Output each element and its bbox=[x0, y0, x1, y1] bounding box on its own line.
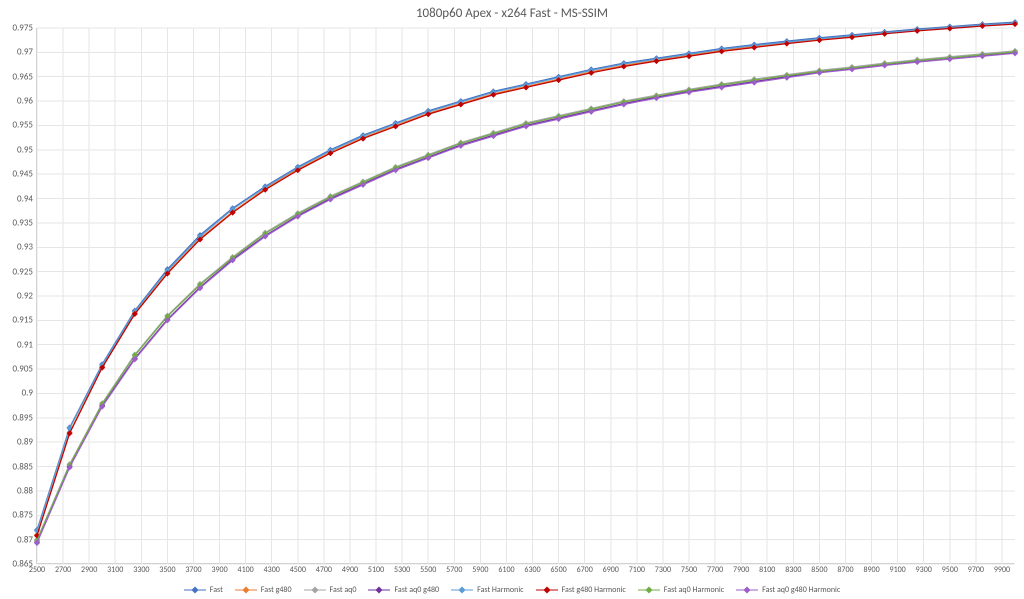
legend-label: Fast aq0 Harmonic bbox=[664, 585, 724, 595]
x-axis-tick-label: 6700 bbox=[577, 563, 593, 575]
x-axis-tick-label: 6300 bbox=[524, 563, 540, 575]
legend-label: Fast aq0 bbox=[330, 585, 357, 595]
legend-swatch bbox=[736, 586, 758, 594]
x-axis-tick-label: 8900 bbox=[863, 563, 879, 575]
x-axis-tick-label: 2900 bbox=[81, 563, 97, 575]
x-axis-tick-label: 7700 bbox=[707, 563, 723, 575]
x-axis-tick-label: 4700 bbox=[316, 563, 332, 575]
legend-label: Fast bbox=[210, 585, 223, 595]
x-axis-tick-label: 8100 bbox=[759, 563, 775, 575]
y-axis-tick-label: 0.96 bbox=[17, 96, 37, 107]
y-axis-tick-label: 0.935 bbox=[12, 217, 37, 228]
legend-swatch bbox=[368, 586, 390, 594]
y-axis-tick-label: 0.89 bbox=[17, 437, 37, 448]
y-axis-tick-label: 0.905 bbox=[12, 364, 37, 375]
y-axis-tick-label: 0.915 bbox=[12, 315, 37, 326]
legend-item: Fast aq0 g480 Harmonic bbox=[736, 585, 840, 595]
legend-item: Fast bbox=[184, 585, 223, 595]
legend-item: Fast Harmonic bbox=[451, 585, 523, 595]
chart-container: 1080p60 Apex - x264 Fast - MS-SSIM 0.865… bbox=[0, 0, 1024, 599]
y-axis-tick-label: 0.9 bbox=[22, 388, 37, 399]
legend: Fast Fast g480 Fast aq0 Fast aq0 g480 Fast H… bbox=[0, 585, 1024, 595]
x-axis-tick-label: 2500 bbox=[29, 563, 45, 575]
y-axis-tick-label: 0.88 bbox=[17, 485, 37, 496]
y-axis-tick-label: 0.925 bbox=[12, 266, 37, 277]
y-axis-tick-label: 0.875 bbox=[12, 510, 37, 521]
x-axis-tick-label: 5700 bbox=[446, 563, 462, 575]
x-axis-tick-label: 5500 bbox=[420, 563, 436, 575]
plot-svg bbox=[37, 28, 1015, 564]
x-axis-tick-label: 6100 bbox=[498, 563, 514, 575]
y-axis-tick-label: 0.97 bbox=[17, 47, 37, 58]
x-axis-tick-label: 8500 bbox=[811, 563, 827, 575]
legend-item: Fast aq0 g480 bbox=[368, 585, 439, 595]
y-axis-tick-label: 0.945 bbox=[12, 169, 37, 180]
x-axis-tick-label: 9500 bbox=[942, 563, 958, 575]
x-axis-tick-label: 6500 bbox=[550, 563, 566, 575]
legend-swatch bbox=[235, 586, 257, 594]
legend-label: Fast Harmonic bbox=[477, 585, 523, 595]
x-axis-tick-label: 3700 bbox=[185, 563, 201, 575]
y-axis-tick-label: 0.975 bbox=[12, 23, 37, 34]
legend-item: Fast g480 Harmonic bbox=[536, 585, 626, 595]
legend-item: Fast g480 bbox=[235, 585, 292, 595]
y-axis-tick-label: 0.91 bbox=[17, 339, 37, 350]
x-axis-tick-label: 3100 bbox=[107, 563, 123, 575]
y-axis-tick-label: 0.93 bbox=[17, 242, 37, 253]
x-axis-tick-label: 7500 bbox=[681, 563, 697, 575]
legend-swatch bbox=[451, 586, 473, 594]
y-axis-tick-label: 0.94 bbox=[17, 193, 37, 204]
y-axis-tick-label: 0.87 bbox=[17, 534, 37, 545]
x-axis-tick-label: 3300 bbox=[133, 563, 149, 575]
x-axis-tick-label: 3900 bbox=[211, 563, 227, 575]
x-axis-tick-label: 4300 bbox=[264, 563, 280, 575]
x-axis-tick-label: 8300 bbox=[785, 563, 801, 575]
x-axis-tick-label: 6900 bbox=[603, 563, 619, 575]
x-axis-tick-label: 9100 bbox=[890, 563, 906, 575]
legend-swatch bbox=[304, 586, 326, 594]
x-axis-tick-label: 2700 bbox=[55, 563, 71, 575]
x-axis-tick-label: 3500 bbox=[159, 563, 175, 575]
x-axis-tick-label: 4100 bbox=[238, 563, 254, 575]
x-axis-tick-label: 5100 bbox=[368, 563, 384, 575]
legend-swatch bbox=[536, 586, 558, 594]
legend-label: Fast g480 Harmonic bbox=[562, 585, 626, 595]
legend-label: Fast aq0 g480 Harmonic bbox=[762, 585, 840, 595]
legend-label: Fast aq0 g480 bbox=[394, 585, 439, 595]
plot-area: 0.8650.870.8750.880.8850.890.8950.90.905… bbox=[36, 28, 1014, 564]
x-axis-tick-label: 5900 bbox=[472, 563, 488, 575]
chart-title: 1080p60 Apex - x264 Fast - MS-SSIM bbox=[0, 6, 1024, 21]
x-axis-tick-label: 8700 bbox=[837, 563, 853, 575]
y-axis-tick-label: 0.885 bbox=[12, 461, 37, 472]
y-axis-tick-label: 0.955 bbox=[12, 120, 37, 131]
x-axis-tick-label: 9300 bbox=[916, 563, 932, 575]
legend-item: Fast aq0 Harmonic bbox=[638, 585, 724, 595]
x-axis-tick-label: 5300 bbox=[394, 563, 410, 575]
y-axis-tick-label: 0.965 bbox=[12, 71, 37, 82]
x-axis-tick-label: 7300 bbox=[655, 563, 671, 575]
y-axis-tick-label: 0.92 bbox=[17, 291, 37, 302]
x-axis-tick-label: 4900 bbox=[342, 563, 358, 575]
x-axis-tick-label: 9900 bbox=[994, 563, 1010, 575]
x-axis-tick-label: 4500 bbox=[290, 563, 306, 575]
y-axis-tick-label: 0.95 bbox=[17, 144, 37, 155]
legend-item: Fast aq0 bbox=[304, 585, 357, 595]
x-axis-tick-label: 9700 bbox=[968, 563, 984, 575]
legend-swatch bbox=[184, 586, 206, 594]
x-axis-tick-label: 7900 bbox=[733, 563, 749, 575]
legend-swatch bbox=[638, 586, 660, 594]
y-axis-tick-label: 0.895 bbox=[12, 412, 37, 423]
legend-label: Fast g480 bbox=[261, 585, 292, 595]
x-axis-tick-label: 7100 bbox=[629, 563, 645, 575]
